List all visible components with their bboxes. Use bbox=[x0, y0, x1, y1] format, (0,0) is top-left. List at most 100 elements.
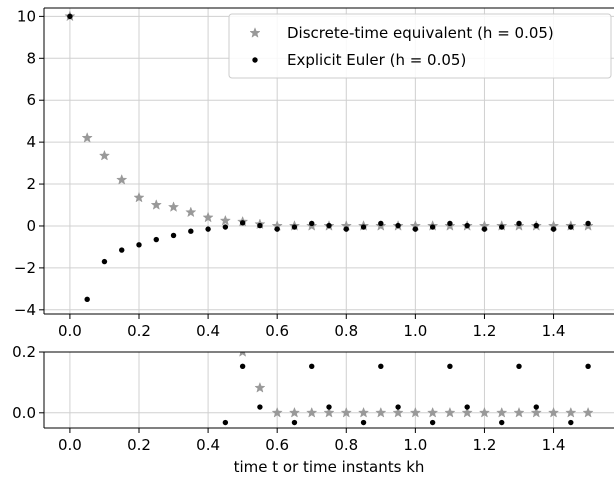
bottom-star-point bbox=[409, 406, 421, 418]
bottom-star-point bbox=[271, 406, 283, 418]
top-dot-point bbox=[170, 232, 177, 239]
top-star-point bbox=[167, 201, 180, 212]
bottom-star-point bbox=[496, 406, 508, 418]
bottom-x-ticks: 0.0 0.2 0.4 0.6 0.8 1.0 1.2 1.4 bbox=[58, 428, 565, 454]
bottom-dot-point bbox=[464, 404, 470, 410]
top-dot-point bbox=[326, 222, 332, 229]
top-star-point bbox=[185, 206, 197, 218]
bottom-x-tick-label: 1.2 bbox=[473, 436, 497, 454]
bottom-star-point bbox=[444, 406, 456, 418]
bottom-x-tick-label: 1.0 bbox=[403, 436, 427, 454]
top-dot-point bbox=[481, 226, 488, 232]
bottom-star-point bbox=[565, 406, 577, 418]
top-y-tick-label: 10 bbox=[17, 7, 36, 25]
bottom-star-point bbox=[306, 406, 318, 418]
legend-box bbox=[228, 13, 612, 79]
top-star-point bbox=[133, 191, 145, 203]
top-x-tick-label: 0.0 bbox=[58, 322, 82, 340]
top-dot-point bbox=[550, 226, 557, 232]
top-dot-point bbox=[412, 226, 419, 232]
bottom-marks bbox=[222, 352, 594, 426]
bottom-y-tick-label: 0.2 bbox=[12, 343, 36, 361]
top-dot-point bbox=[447, 220, 453, 227]
top-series-euler bbox=[67, 13, 591, 303]
legend-entry-discrete: Discrete-time equivalent (h = 0.05) bbox=[287, 24, 554, 42]
top-y-tick-label: 8 bbox=[26, 49, 36, 67]
top-star-point bbox=[219, 214, 231, 226]
top-dot-point bbox=[360, 224, 367, 230]
top-star-point bbox=[81, 132, 93, 143]
bottom-dot-point bbox=[568, 419, 574, 426]
bottom-star-point bbox=[461, 406, 473, 418]
top-dot-point bbox=[257, 222, 263, 229]
top-dot-point bbox=[119, 247, 125, 253]
bottom-dot-point bbox=[291, 419, 298, 426]
top-dot-point bbox=[136, 242, 142, 248]
bottom-dot-point bbox=[516, 363, 522, 369]
bottom-dot-point bbox=[222, 419, 229, 426]
top-dot-point bbox=[533, 222, 539, 229]
top-dot-point bbox=[84, 296, 90, 303]
top-dot-point bbox=[429, 224, 436, 230]
top-star-point bbox=[98, 149, 111, 161]
bottom-x-tick-label: 1.4 bbox=[542, 436, 566, 454]
bottom-x-tick-label: 0.4 bbox=[196, 436, 220, 454]
bottom-x-tick-label: 0.8 bbox=[334, 436, 358, 454]
top-star-point bbox=[116, 173, 128, 185]
top-x-tick-label: 0.2 bbox=[127, 322, 151, 340]
top-panel: 0.0 0.2 0.4 0.6 0.8 1.0 1.2 1.4 −4 −2 0 2 4 6 8 10 Dis… bbox=[14, 7, 614, 340]
top-x-tick-label: 1.0 bbox=[403, 322, 427, 340]
bottom-dot-point bbox=[257, 404, 263, 410]
legend-marker-dot bbox=[252, 57, 258, 63]
bottom-y-ticks: 0.0 0.2 bbox=[12, 343, 44, 422]
top-y-tick-label: 6 bbox=[26, 91, 36, 109]
bottom-dot-point bbox=[447, 363, 453, 369]
bottom-dot-point bbox=[309, 363, 315, 369]
top-star-point bbox=[202, 211, 214, 223]
top-dot-point bbox=[67, 13, 73, 20]
top-dot-point bbox=[291, 224, 298, 230]
legend-entry-euler: Explicit Euler (h = 0.05) bbox=[287, 51, 466, 69]
bottom-y-tick-label: 0.0 bbox=[12, 404, 36, 422]
bottom-star-point bbox=[530, 406, 542, 418]
bottom-star-point bbox=[547, 406, 560, 418]
top-dot-point bbox=[499, 224, 505, 230]
bottom-x-tick-label: 0.0 bbox=[58, 436, 82, 454]
top-x-tick-label: 0.6 bbox=[265, 322, 289, 340]
legend-marker-star bbox=[249, 27, 261, 38]
top-dot-point bbox=[239, 220, 246, 226]
bottom-star-point bbox=[392, 406, 404, 418]
bottom-star-point bbox=[427, 406, 439, 418]
top-y-tick-label: 4 bbox=[26, 133, 36, 151]
top-dot-point bbox=[309, 220, 315, 227]
top-x-tick-label: 0.4 bbox=[196, 322, 220, 340]
legend-star-marker bbox=[249, 27, 261, 38]
bottom-star-point bbox=[513, 406, 525, 418]
bottom-dot-point bbox=[378, 363, 384, 369]
top-dot-point bbox=[153, 236, 159, 243]
bottom-star-point bbox=[254, 381, 266, 393]
top-dot-point bbox=[568, 224, 574, 230]
bottom-series-discrete bbox=[239, 352, 594, 418]
bottom-star-point bbox=[323, 406, 335, 418]
top-dot-point bbox=[378, 220, 384, 227]
x-axis-label: time t or time instants kh bbox=[234, 458, 425, 476]
top-dot-point bbox=[222, 224, 229, 230]
legend-dot-marker bbox=[252, 57, 258, 63]
top-x-ticks: 0.0 0.2 0.4 0.6 0.8 1.0 1.2 1.4 bbox=[58, 314, 565, 340]
bottom-star-point bbox=[582, 406, 594, 418]
bottom-star-point bbox=[288, 406, 301, 418]
top-star-point bbox=[150, 199, 162, 210]
top-dot-point bbox=[205, 226, 211, 232]
bottom-dot-point bbox=[533, 404, 539, 410]
bottom-star-point bbox=[239, 352, 247, 357]
top-dot-point bbox=[274, 226, 280, 232]
bottom-dot-point bbox=[429, 419, 436, 426]
bottom-panel: 0.0 0.2 0.4 0.6 0.8 1.0 1.2 1.4 0.0 0.2 time t o… bbox=[12, 343, 614, 476]
bottom-x-tick-label: 0.6 bbox=[265, 436, 289, 454]
top-dot-point bbox=[188, 228, 194, 234]
bottom-star-point bbox=[375, 406, 387, 418]
bottom-x-tick-label: 0.2 bbox=[127, 436, 151, 454]
